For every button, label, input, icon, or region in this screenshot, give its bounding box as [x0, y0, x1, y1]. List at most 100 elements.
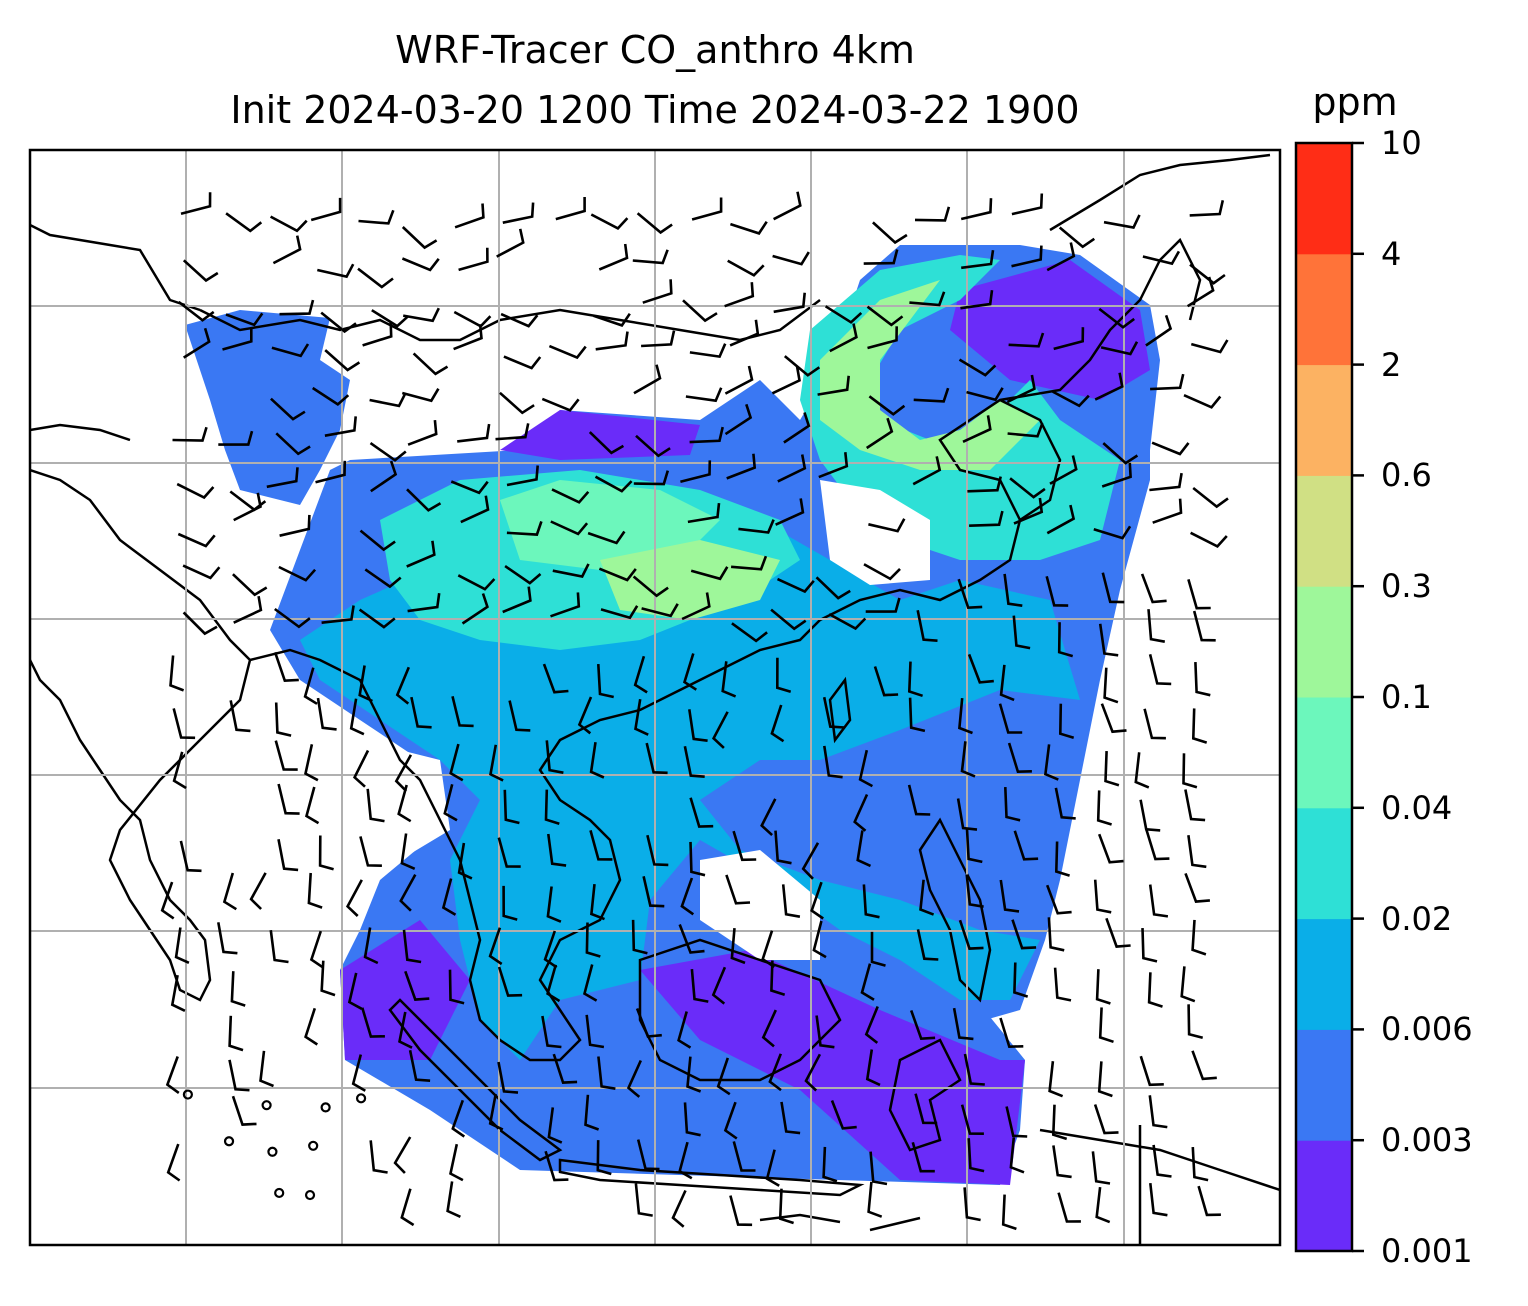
wind-barb	[685, 387, 723, 403]
wind-barb	[732, 1141, 756, 1172]
wind-barb	[588, 431, 625, 455]
wind-barb	[1150, 373, 1185, 391]
wind-barb	[958, 697, 973, 735]
tracer-gap-2	[700, 850, 820, 960]
coastline-new-guinea	[1039, 1128, 1280, 1192]
wind-barb	[815, 1015, 835, 1049]
wind-barb	[541, 397, 580, 412]
wind-barb	[457, 423, 491, 443]
wind-barb	[594, 475, 633, 493]
wind-barb	[182, 611, 218, 636]
wind-barb	[277, 838, 299, 872]
wind-barbs	[160, 191, 1229, 1231]
wind-barb	[1098, 307, 1135, 329]
wind-barb	[965, 874, 984, 908]
wind-barb	[488, 927, 503, 966]
colorbar-swatch	[1296, 1140, 1352, 1252]
wind-barb	[865, 417, 894, 450]
colorbar-tick-label: 0.003	[1381, 1121, 1473, 1160]
wind-barb	[1191, 919, 1207, 956]
wind-barb	[1013, 497, 1044, 525]
wind-barb	[277, 783, 300, 815]
wind-barb	[394, 754, 413, 792]
wind-barb	[732, 830, 757, 862]
wind-barb	[395, 666, 411, 705]
colorbar-swatch	[1296, 918, 1352, 1030]
colorbar-swatch	[1296, 253, 1352, 366]
wind-barb	[1139, 799, 1161, 832]
wind-barb	[914, 206, 951, 222]
wind-barb	[998, 703, 1023, 734]
wind-barb	[689, 426, 724, 444]
calm-wind-marker	[223, 1136, 235, 1147]
calm-wind-marker	[182, 1089, 193, 1100]
wind-barb	[1094, 372, 1124, 401]
wind-barb	[370, 460, 398, 493]
wind-barb	[1003, 573, 1023, 607]
wind-barb	[364, 568, 402, 589]
wind-barb	[778, 1188, 794, 1225]
wind-barb	[449, 743, 464, 782]
wind-barb	[783, 412, 811, 444]
colorbar-tick-label: 0.1	[1381, 678, 1432, 716]
wind-barb	[801, 842, 820, 880]
wind-barb	[1101, 462, 1132, 488]
wind-barb	[689, 797, 714, 828]
wind-barb	[595, 331, 629, 351]
wind-barb	[309, 930, 324, 969]
wind-barb	[1147, 609, 1166, 643]
wind-barb	[683, 745, 705, 778]
tracer-region-low-band	[500, 410, 700, 460]
wind-barb	[772, 251, 810, 266]
wind-barb	[318, 835, 334, 871]
colorbar-tick-label: 0.04	[1381, 788, 1453, 827]
wind-barb	[407, 593, 441, 613]
wind-barb	[724, 282, 755, 308]
wind-barb	[862, 884, 880, 919]
coastline-southeast-asia	[249, 619, 821, 1062]
wind-barb	[271, 343, 310, 358]
wind-barb	[497, 966, 523, 997]
wind-barb	[761, 1009, 777, 1048]
wind-barb	[1152, 1144, 1172, 1178]
wind-barb	[636, 1139, 660, 1171]
wind-barb	[815, 576, 851, 600]
wind-barb	[542, 663, 569, 694]
wind-barb	[274, 702, 292, 737]
wind-barb	[965, 828, 983, 864]
wind-barb	[547, 1107, 563, 1144]
wind-barb	[506, 520, 543, 536]
wind-barb	[863, 249, 899, 265]
wind-barb	[872, 221, 908, 245]
wind-barb	[451, 695, 474, 728]
wind-barb	[401, 257, 440, 272]
wind-barb	[1100, 703, 1127, 734]
wind-barb	[1134, 752, 1150, 789]
wind-barb	[678, 1141, 693, 1180]
wind-barb	[182, 259, 219, 283]
wind-barb	[182, 564, 221, 580]
wind-barb	[458, 247, 489, 272]
wind-barb	[1101, 572, 1125, 604]
wind-barb	[690, 566, 729, 581]
wind-barb	[865, 1049, 881, 1087]
wind-barb	[682, 653, 698, 691]
wind-barb	[631, 919, 648, 955]
wind-barb	[453, 324, 483, 351]
wind-barb	[818, 452, 849, 479]
wind-barb	[495, 423, 530, 441]
wind-barb	[867, 1181, 883, 1218]
wind-barb	[687, 502, 721, 524]
wind-barb	[738, 519, 775, 534]
wind-barb	[169, 655, 185, 692]
wind-barb	[597, 1056, 616, 1090]
wind-barb	[1052, 1145, 1072, 1179]
wind-barb	[449, 1143, 464, 1182]
wind-barb	[773, 191, 802, 221]
wind-barb	[457, 842, 473, 880]
wind-barb	[907, 784, 931, 816]
colorbar-swatch	[1296, 143, 1352, 255]
wind-barb	[345, 879, 363, 917]
wind-barb	[1187, 579, 1211, 610]
wind-barb	[279, 514, 311, 537]
